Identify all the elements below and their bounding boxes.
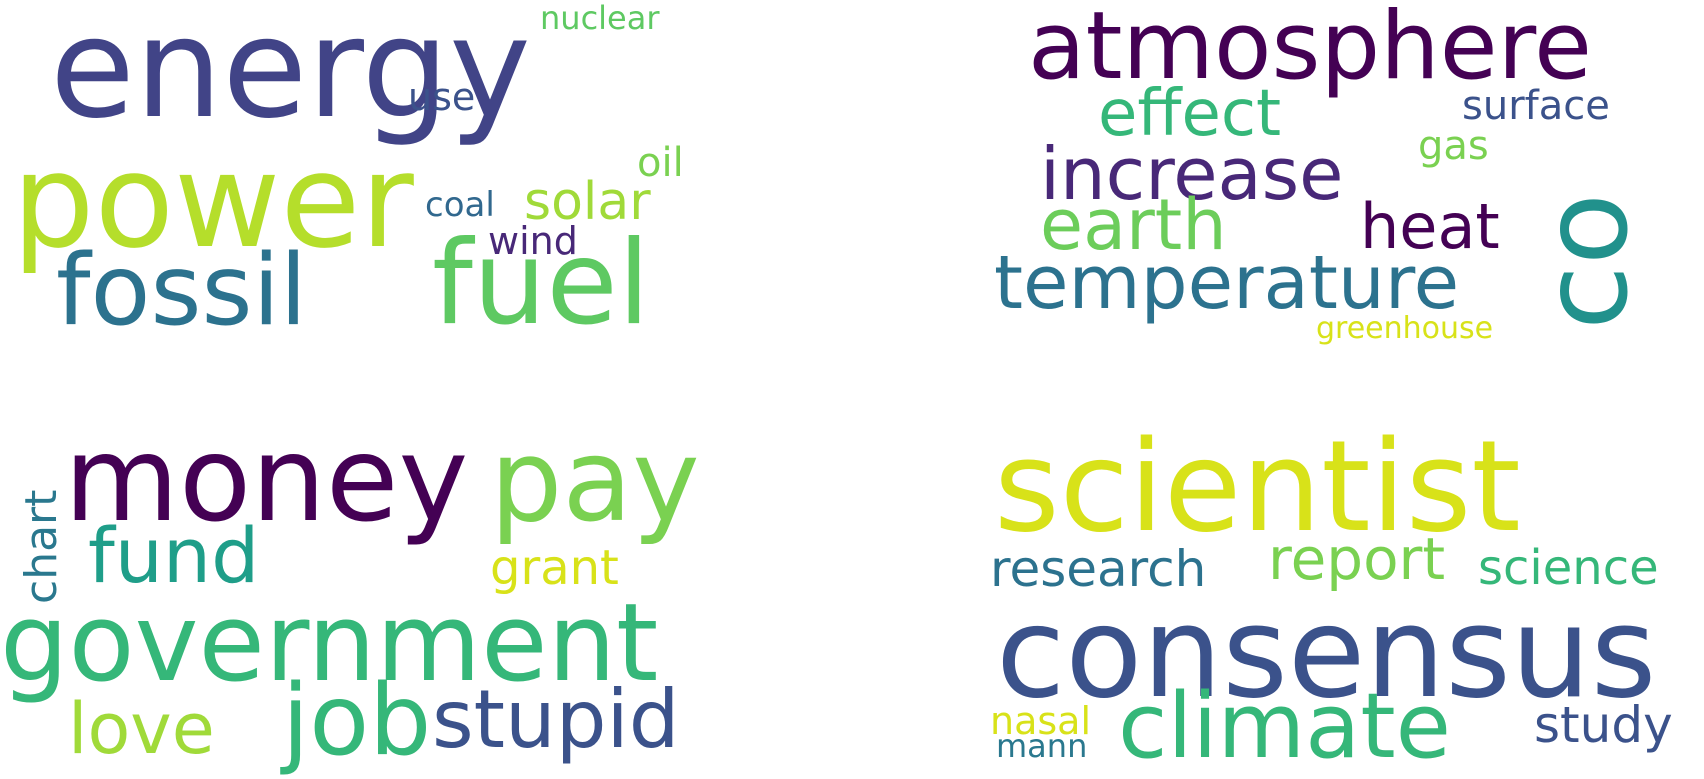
cloud-2-word-atmosphere: atmosphere — [1028, 0, 1592, 101]
cloud-4-word-scientist: scientist — [994, 413, 1521, 560]
cloud-2-word-temperature: temperature — [994, 240, 1460, 326]
cloud-3-word-government: government — [0, 581, 659, 706]
cloud-1-word-fuel: fuel — [432, 216, 650, 351]
cloud-4-word-report: report — [1268, 525, 1446, 593]
cloud-3-word-money: money — [64, 410, 469, 548]
cloud-1-word-solar: solar — [524, 172, 651, 232]
cloud-2-word-gas: gas — [1418, 123, 1489, 169]
cloud-1-word-energy: energy — [50, 0, 531, 149]
cloud-1-word-fossil: fossil — [56, 234, 308, 348]
cloud-4-word-nasal: nasal — [990, 699, 1092, 743]
cloud-1-word-power: power — [12, 125, 414, 277]
cloud-3-word-stupid: stupid — [432, 673, 680, 766]
cloud-4-word-mann: mann — [996, 727, 1088, 765]
cloud-2-word-effect: effect — [1098, 77, 1282, 151]
cloud-3-word-grant: grant — [490, 540, 619, 596]
cloud-1-word-coal: coal — [425, 185, 495, 225]
cloud-2-word-greenhouse: greenhouse — [1316, 311, 1494, 346]
cloud-2-word-increase: increase — [1040, 132, 1344, 216]
cloud-4-word-climate: climate — [1118, 674, 1451, 779]
cloud-3-word-job: job — [282, 664, 432, 778]
cloud-3-word-pay: pay — [490, 414, 700, 547]
cloud-2-word-earth: earth — [1040, 184, 1227, 266]
cloud-4-word-study: study — [1534, 696, 1673, 754]
cloud-1-word-wind: wind — [488, 219, 578, 263]
cloud-1-word-nuclear: nuclear — [540, 0, 660, 37]
cloud-1-word-use: use — [408, 75, 476, 119]
cloud-3-word-love: love — [68, 688, 215, 770]
cloud-4-word-consensus: consensus — [996, 579, 1657, 726]
cloud-2-word-co: co — [1516, 192, 1654, 330]
cloud-3-word-fund: fund — [88, 511, 260, 600]
cloud-4-word-science: science — [1478, 540, 1659, 596]
cloud-2-word-surface: surface — [1462, 83, 1610, 129]
cloud-4-word-research: research — [990, 540, 1207, 598]
cloud-2-word-heat: heat — [1360, 190, 1500, 263]
cloud-1-word-oil: oil — [637, 140, 684, 186]
